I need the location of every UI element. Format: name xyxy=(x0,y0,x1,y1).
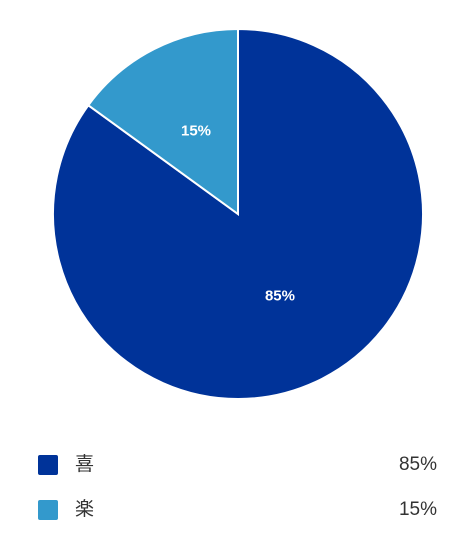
legend-label: 楽 xyxy=(75,498,94,520)
pie-slice xyxy=(86,27,239,216)
legend-value: 15% xyxy=(399,499,437,520)
slice-label: 15% xyxy=(181,123,211,140)
legend-value: 85% xyxy=(399,454,437,475)
legend-label: 喜 xyxy=(75,453,94,475)
legend-swatch xyxy=(38,455,58,475)
slice-label: 85% xyxy=(265,287,295,304)
legend-swatch xyxy=(38,500,58,520)
